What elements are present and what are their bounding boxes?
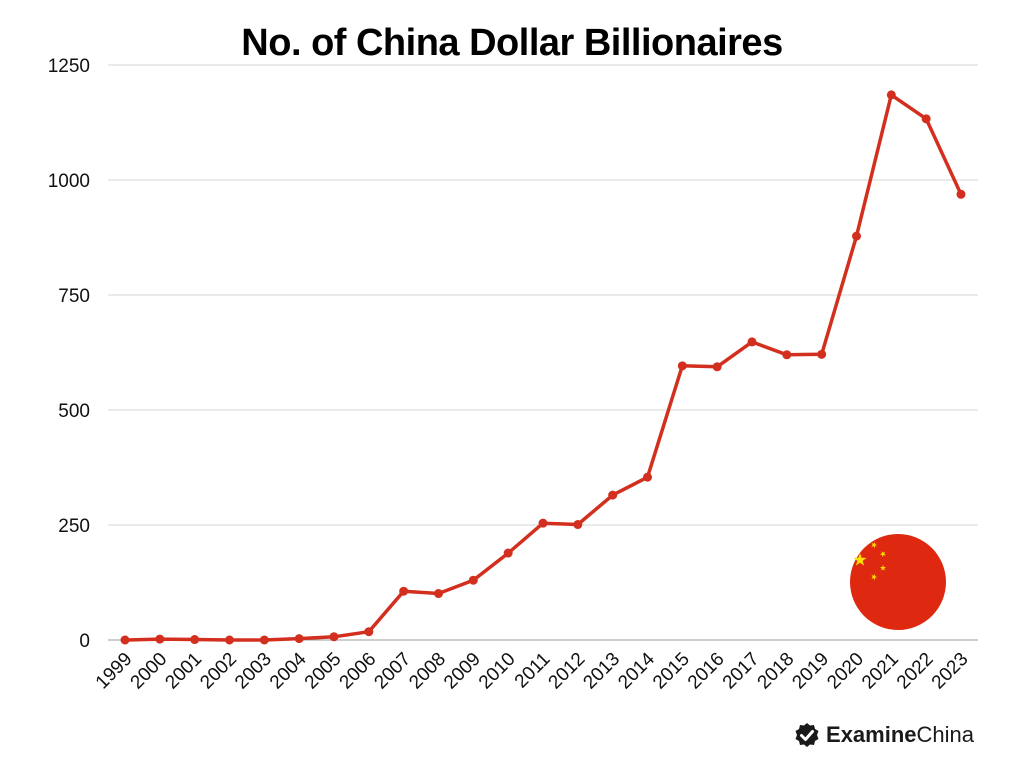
data-point: [852, 231, 861, 241]
y-tick-label: 750: [58, 286, 90, 307]
x-tick-label: 2016: [684, 649, 729, 694]
x-tick-label: 2004: [266, 648, 311, 693]
flag-star: [871, 573, 878, 581]
x-tick-label: 2011: [511, 649, 555, 693]
data-point: [259, 635, 269, 645]
x-tick-label: 2000: [127, 649, 172, 694]
x-tick-label: 2003: [231, 649, 276, 694]
data-point: [399, 586, 409, 596]
x-tick-label: 2006: [336, 649, 381, 694]
x-tick-label: 2022: [893, 649, 938, 694]
data-point: [468, 575, 478, 585]
data-point: [921, 114, 931, 124]
flag-star: [879, 551, 886, 558]
brand-name-rest: China: [916, 722, 974, 747]
flag-star: [879, 564, 887, 571]
x-tick-label: 2019: [788, 649, 833, 694]
data-point: [329, 632, 339, 642]
series-group: [120, 90, 966, 645]
data-point: [817, 349, 827, 359]
x-tick-label: 2010: [475, 649, 520, 694]
china-flag-icon: [850, 534, 946, 630]
x-tick-label: 2013: [579, 649, 624, 694]
gridlines: [108, 64, 978, 641]
x-tick-label: 2002: [196, 649, 241, 694]
data-point: [503, 548, 513, 558]
data-point: [886, 90, 896, 100]
x-tick-label: 2020: [823, 649, 868, 694]
y-tick-label: 0: [79, 631, 90, 652]
x-tick-label: 2023: [928, 649, 973, 694]
chart-title: No. of China Dollar Billionaires: [241, 22, 783, 64]
data-point: [364, 627, 374, 637]
flag-star: [853, 553, 867, 566]
data-point: [538, 518, 548, 528]
data-point: [712, 362, 722, 372]
data-point: [120, 635, 130, 645]
data-point: [573, 520, 583, 530]
data-point: [225, 635, 234, 645]
x-tick-label: 2018: [754, 649, 799, 694]
x-tick-label: 2001: [161, 649, 206, 694]
x-tick-label: 2014: [614, 648, 659, 693]
flag-star: [871, 541, 878, 549]
x-axis-tick-labels: 1999200020012002200320042005200620072008…: [92, 648, 973, 693]
data-point: [608, 490, 618, 500]
data-point: [747, 337, 757, 347]
y-tick-label: 250: [58, 516, 90, 537]
x-tick-label: 2017: [719, 649, 764, 694]
brand-name-bold: Examine: [826, 722, 917, 747]
y-tick-label: 500: [58, 401, 90, 422]
x-tick-label: 2012: [545, 649, 590, 694]
x-tick-label: 2005: [301, 649, 346, 694]
check-badge-icon: [795, 723, 819, 747]
y-tick-label: 1250: [48, 56, 90, 77]
data-point: [956, 189, 966, 199]
y-tick-label: 1000: [48, 171, 90, 192]
x-tick-label: 2021: [858, 649, 903, 694]
data-point: [294, 634, 304, 644]
x-tick-label: 2015: [649, 649, 694, 694]
data-point: [190, 635, 200, 645]
x-tick-label: 2009: [440, 649, 485, 694]
y-axis-tick-labels: 0 250 500 750 1000 1250: [48, 56, 90, 652]
x-tick-label: 2007: [370, 649, 415, 694]
x-tick-label: 2008: [405, 649, 450, 694]
x-tick-label: 1999: [92, 649, 137, 694]
data-point: [643, 472, 652, 482]
data-point: [434, 589, 443, 599]
data-point: [677, 361, 687, 371]
brand-logo: ExamineChina: [794, 722, 974, 748]
series-line: [123, 93, 963, 642]
data-point: [155, 634, 165, 644]
data-point: [782, 350, 792, 360]
